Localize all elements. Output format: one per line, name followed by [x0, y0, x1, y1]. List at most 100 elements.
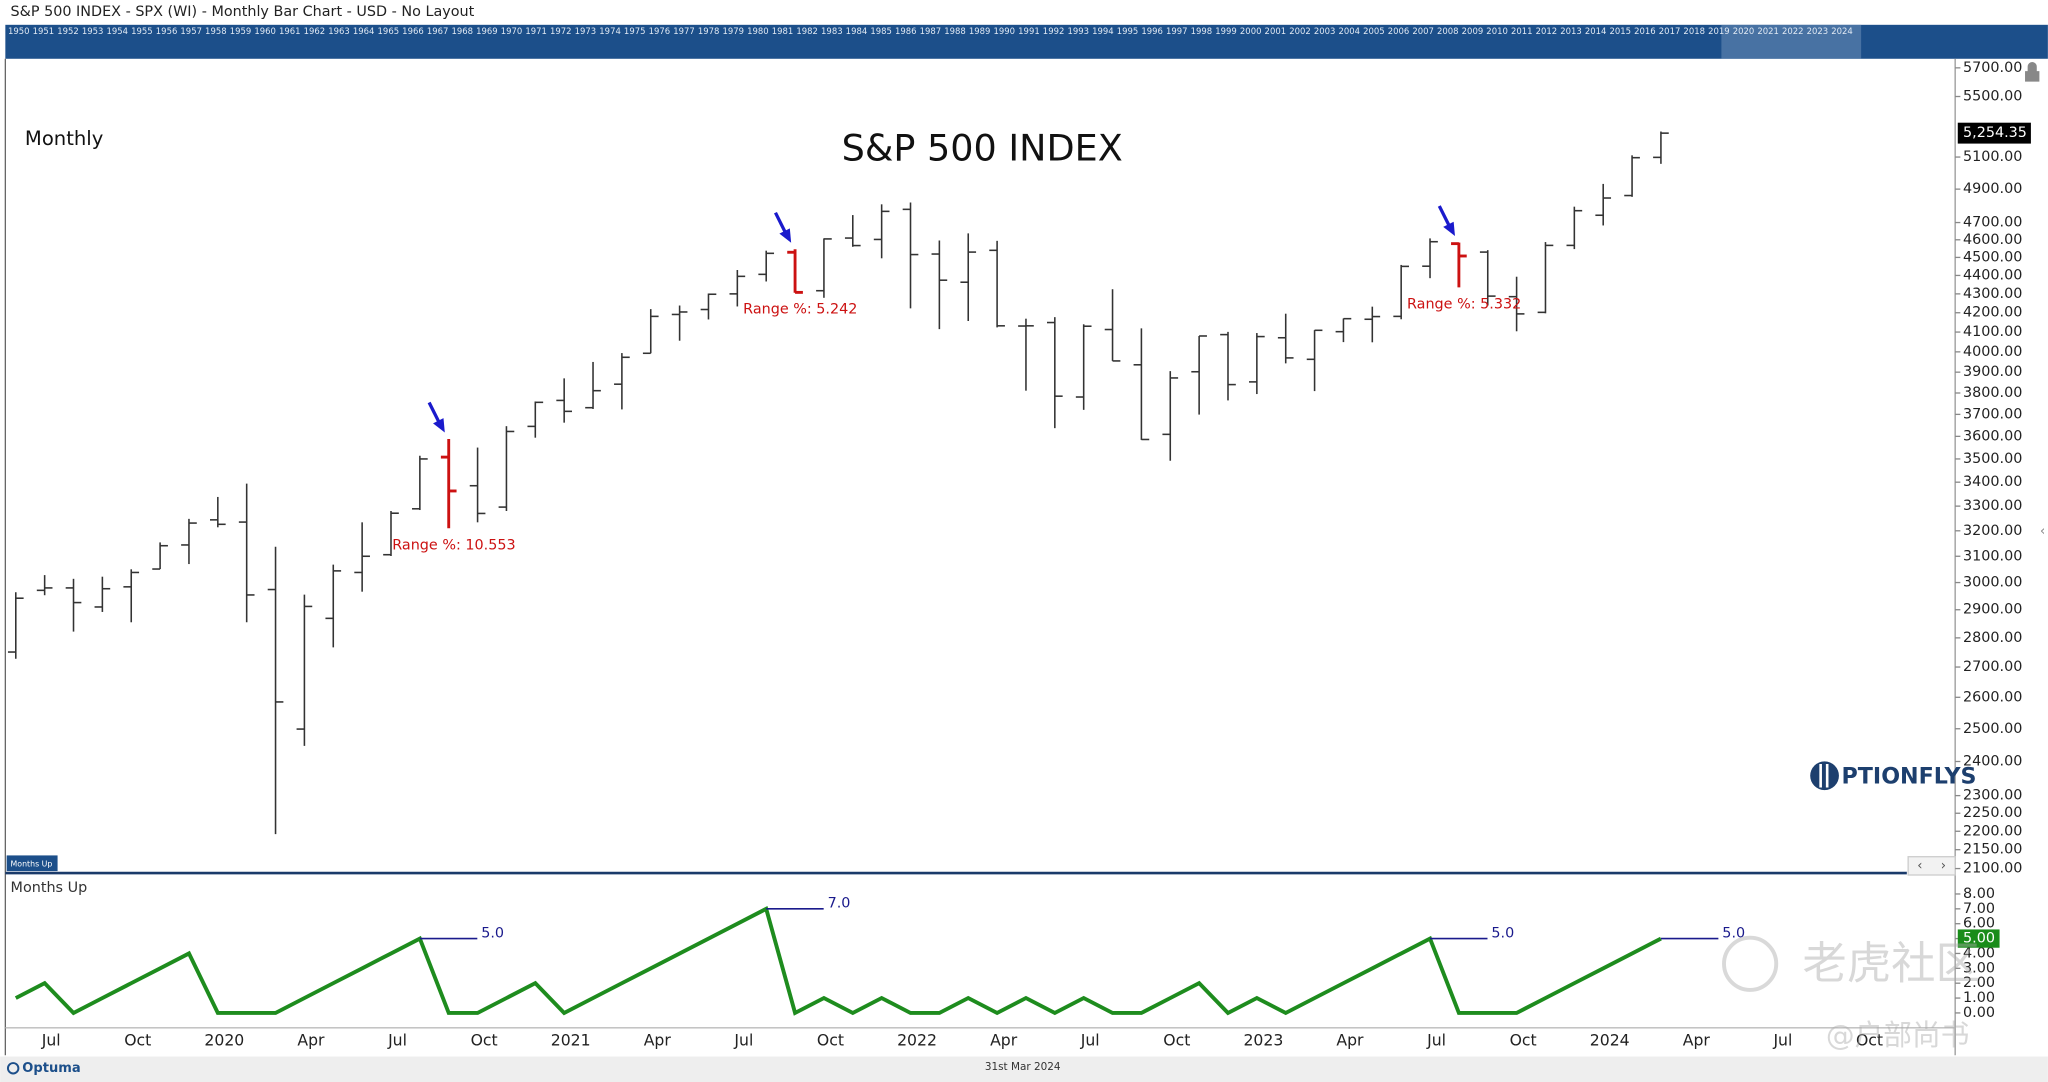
timeline-year: 1996	[1141, 26, 1163, 36]
timeline-year: 2008	[1437, 26, 1459, 36]
timeline-year: 1972	[550, 26, 572, 36]
panel-tab[interactable]	[6, 855, 58, 872]
timeline-year: 1999	[1215, 26, 1237, 36]
timeline-year: 1987	[920, 26, 942, 36]
y-tick-label: 3600.00	[1963, 428, 2022, 444]
y-tick-label: 4700.00	[1963, 215, 2022, 231]
timeline-year: 1960	[254, 26, 276, 36]
annotation-arrowhead	[779, 228, 792, 243]
timeline-year: 1965	[378, 26, 400, 36]
timeline-year: 2019	[1708, 26, 1730, 36]
y-tick-label: 5500.00	[1963, 89, 2022, 105]
last-price-box	[1957, 122, 2031, 144]
annotation-arrow	[774, 211, 788, 235]
y-tick-label: 3300.00	[1963, 498, 2022, 514]
x-tick-label: 2023	[1243, 1030, 1283, 1049]
timeline-year: 1973	[575, 26, 597, 36]
y-tick-label: 5700.00	[1963, 60, 2022, 76]
timeline-year: 1954	[107, 26, 129, 36]
scroll-left[interactable]: ‹	[1917, 858, 1922, 873]
y-tick-label: 3500.00	[1963, 451, 2022, 467]
footer-date: 31st Mar 2024	[985, 1061, 1061, 1073]
y-tick-label: 6.00	[1963, 916, 1995, 932]
timeline-year: 2013	[1560, 26, 1582, 36]
timeline-year: 1991	[1018, 26, 1040, 36]
timeline-year: 1975	[624, 26, 646, 36]
y-tick-label: 4300.00	[1963, 286, 2022, 302]
x-tick-label: 2024	[1590, 1030, 1630, 1049]
y-tick-label: 4900.00	[1963, 181, 2022, 197]
x-tick-label: Apr	[990, 1030, 1018, 1049]
last-price-label: 5,254.35	[1963, 125, 2027, 141]
watermark-icon	[1722, 935, 1779, 992]
timeline-year: 2011	[1511, 26, 1533, 36]
timeline-year: 2000	[1240, 26, 1262, 36]
timeline-year: 1969	[476, 26, 498, 36]
annotation-arrow	[1437, 205, 1452, 228]
y-tick-label: 1.00	[1963, 990, 1995, 1006]
y-tick-label: 3.00	[1963, 960, 1995, 976]
y-tick-label: 3000.00	[1963, 575, 2022, 591]
range-annotation: Range %: 5.332	[1407, 296, 1521, 312]
y-tick-label: 2900.00	[1963, 602, 2022, 618]
annotation-arrowhead	[433, 418, 445, 433]
lock-icon[interactable]	[2025, 62, 2040, 82]
y-tick-label: 2150.00	[1963, 842, 2022, 858]
timeline-year: 2020	[1733, 26, 1755, 36]
x-tick-label: Jul	[1772, 1030, 1792, 1049]
timeline-year: 1956	[156, 26, 178, 36]
timeline-year: 1980	[747, 26, 769, 36]
timeline-year: 1964	[353, 26, 375, 36]
panel-tab-label[interactable]: Months Up	[11, 859, 53, 868]
logo-stripe	[1819, 763, 1822, 788]
range-annotation: Range %: 5.242	[743, 302, 857, 318]
x-tick-label: 2022	[897, 1030, 937, 1049]
y-tick-label: 4400.00	[1963, 267, 2022, 283]
timeline-year: 1992	[1043, 26, 1065, 36]
timeline-year: 1990	[994, 26, 1016, 36]
x-tick-label: Apr	[1336, 1030, 1364, 1049]
timeline-year: 1993	[1067, 26, 1089, 36]
timeline-year: 1955	[131, 26, 153, 36]
scroll-buttons[interactable]	[1907, 856, 1956, 876]
range-annotation: Range %: 10.553	[392, 537, 515, 553]
x-tick-label: 2020	[204, 1030, 244, 1049]
peak-label: 7.0	[828, 896, 851, 912]
y-tick-label: 2100.00	[1963, 861, 2022, 877]
timeline-year: 1983	[821, 26, 843, 36]
y-tick-label: 7.00	[1963, 901, 1995, 917]
y-tick-label: 4200.00	[1963, 305, 2022, 321]
collapse-button[interactable]: ‹	[2040, 524, 2045, 539]
period-label: Monthly	[25, 127, 103, 150]
timeline-year: 1978	[698, 26, 720, 36]
x-tick-label: Oct	[817, 1030, 844, 1049]
timeline-year: 1961	[279, 26, 301, 36]
peak-label: 5.0	[1491, 925, 1514, 941]
y-tick-label: 0.00	[1963, 1005, 1995, 1021]
x-tick-label: 2021	[551, 1030, 591, 1049]
timeline-year: 1979	[722, 26, 744, 36]
y-tick-label: 2700.00	[1963, 659, 2022, 675]
timeline-year: 2024	[1831, 26, 1853, 36]
timeline-year: 2001	[1265, 26, 1287, 36]
peak-label: 5.0	[1722, 925, 1745, 941]
window-title: S&P 500 INDEX - SPX (WI) - Monthly Bar C…	[11, 4, 475, 20]
scroll-right[interactable]: ›	[1941, 858, 1946, 873]
y-tick-label: 5100.00	[1963, 149, 2022, 165]
y-tick-label: 2400.00	[1963, 753, 2022, 769]
timeline-year: 2012	[1536, 26, 1558, 36]
y-tick-label: 2.00	[1963, 975, 1995, 991]
timeline-year: 2015	[1610, 26, 1632, 36]
y-tick-label: 3800.00	[1963, 385, 2022, 401]
watermark-text: 老虎社区	[1802, 938, 1980, 989]
timeline-year: 1989	[969, 26, 991, 36]
timeline-window[interactable]	[1721, 24, 1862, 59]
y-tick-label: 4600.00	[1963, 232, 2022, 248]
timeline-year: 1981	[772, 26, 794, 36]
timeline-year: 1951	[33, 26, 55, 36]
panel-title: Months Up	[11, 880, 88, 896]
x-tick-label: Jul	[733, 1030, 753, 1049]
